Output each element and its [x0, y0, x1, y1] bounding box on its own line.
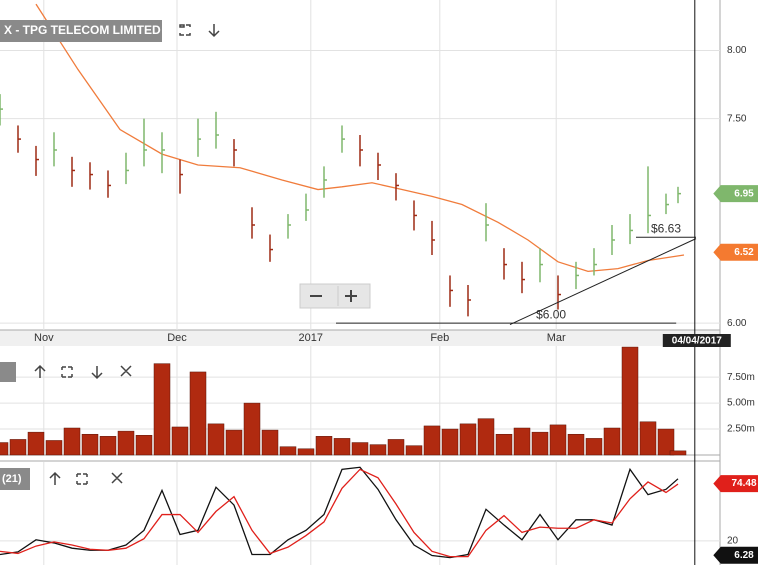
price-tag-label: 6.95 — [734, 188, 754, 199]
price-tag — [713, 243, 758, 261]
toolbar[interactable] — [179, 24, 220, 38]
volume-bar — [225, 429, 243, 456]
level-label: $6.63 — [651, 221, 681, 235]
volume-bar — [0, 442, 9, 456]
volume-bar — [459, 423, 477, 456]
chart-title: X - TPG TELECOM LIMITED — [4, 23, 161, 37]
x-tick-label: Mar — [547, 332, 566, 344]
y-tick-label: 7.50m — [727, 372, 755, 383]
down-icon[interactable] — [208, 24, 220, 38]
icons[interactable] — [49, 471, 123, 485]
price-tag — [713, 185, 758, 203]
volume-bar — [153, 363, 171, 456]
volume-bar — [495, 433, 513, 456]
volume-bar — [567, 433, 585, 456]
volume-bar — [603, 427, 621, 456]
price-tag-label: 6.52 — [734, 247, 754, 258]
volume-bar — [369, 444, 387, 456]
volume-bar — [549, 424, 567, 456]
y-tick-label: 5.00m — [727, 398, 755, 409]
expand-icon[interactable] — [179, 24, 191, 36]
oscillator-line — [0, 468, 679, 558]
volume-bar — [351, 442, 369, 456]
panel-pill — [0, 362, 16, 382]
trendline — [509, 238, 697, 325]
volume-bar — [261, 429, 279, 456]
volume-bar — [513, 427, 531, 456]
volume-bar — [171, 426, 189, 456]
volume-bar — [387, 439, 405, 456]
volume-bar — [531, 431, 549, 456]
volume-bar — [189, 371, 207, 456]
volume-bar — [9, 439, 27, 456]
volume-bar — [81, 433, 99, 456]
volume-bar — [117, 430, 135, 456]
volume-bar — [243, 402, 261, 456]
volume-bar — [99, 436, 117, 456]
x-tick-label: Dec — [167, 332, 187, 344]
volume-bar — [45, 440, 63, 456]
x-tick-label: Feb — [430, 332, 449, 344]
x-tick-label: 2017 — [299, 332, 323, 344]
panel-pill — [0, 468, 30, 490]
volume-bar — [669, 450, 687, 456]
x-tick-label: Nov — [34, 332, 54, 344]
date-tag-label: 04/04/2017 — [672, 336, 722, 347]
price-tag — [713, 475, 758, 493]
volume-bar — [423, 425, 441, 456]
oscillator-line — [0, 466, 679, 559]
volume-bar — [639, 421, 657, 456]
volume-bar — [333, 438, 351, 456]
volume-bar — [657, 428, 675, 456]
date-tag — [662, 334, 731, 347]
volume-bar — [279, 446, 297, 456]
volume-bar — [477, 418, 495, 456]
y-tick-label: 8.00 — [727, 45, 747, 56]
volume-bar — [63, 427, 81, 456]
panel-title: (21) — [2, 473, 22, 485]
icons[interactable] — [34, 364, 132, 380]
price-tag-label: 74.48 — [731, 478, 756, 489]
price-tag — [713, 546, 758, 564]
osc-toolbar[interactable] — [49, 471, 123, 485]
y-tick-label: 7.50 — [727, 113, 747, 124]
volume-bar — [207, 423, 225, 456]
volume-bar — [27, 431, 45, 456]
volume-bar — [621, 346, 639, 456]
zoom-buttons[interactable] — [299, 283, 371, 309]
volume-bar — [315, 436, 333, 456]
volume-bar — [297, 448, 315, 456]
price-tag-label: 6.28 — [734, 550, 754, 561]
moving-average — [35, 3, 685, 273]
x-axis-band — [0, 330, 720, 346]
volume-bar — [405, 445, 423, 456]
y-tick-label: 6.00 — [727, 318, 747, 329]
y-tick-label: 20 — [727, 535, 739, 546]
volume-bar — [585, 438, 603, 456]
title-pill — [0, 20, 162, 42]
zoom-icons — [310, 290, 357, 302]
level-label: $6.00 — [536, 307, 566, 321]
volume-toolbar[interactable] — [34, 364, 132, 380]
volume-bar — [135, 435, 153, 456]
volume-bar — [441, 428, 459, 456]
y-tick-label: 2.50m — [727, 424, 755, 435]
